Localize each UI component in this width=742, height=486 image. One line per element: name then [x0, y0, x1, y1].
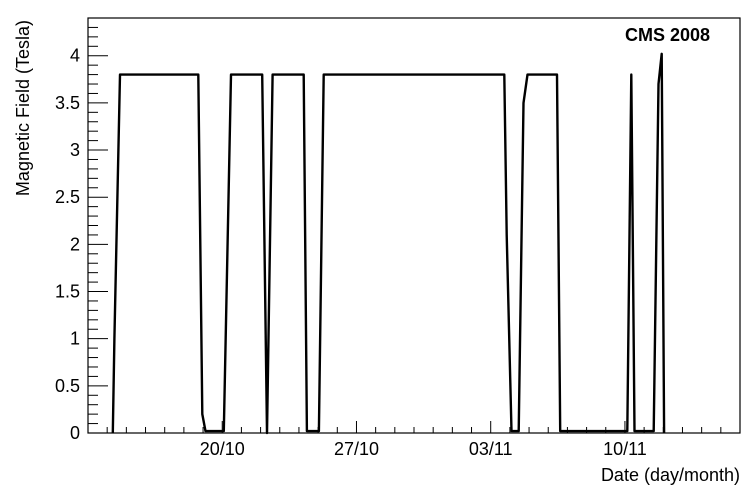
y-tick-label: 3 [70, 140, 80, 160]
plot-area [87, 17, 741, 434]
y-axis: 0 0.5 1 1.5 2 2.5 3 3.5 4 [55, 17, 108, 443]
y-tick-label: 2 [70, 234, 80, 254]
y-tick-label: 0 [70, 423, 80, 443]
x-tick-label: 27/10 [334, 439, 379, 459]
x-tick-label: 10/11 [603, 439, 647, 459]
y-tick-label: 2.5 [55, 187, 80, 207]
x-tick-label: 20/10 [200, 439, 245, 459]
y-tick-label: 4 [70, 46, 80, 66]
y-tick-label: 0.5 [55, 376, 80, 396]
y-tick-label: 3.5 [55, 93, 80, 113]
cms-annotation: CMS 2008 [625, 25, 710, 45]
y-tick-label: 1 [70, 329, 80, 349]
x-axis: 20/10 27/10 03/11 10/11 [87, 421, 741, 459]
x-tick-label: 03/11 [469, 439, 513, 459]
series-line-magnetic-field [111, 52, 666, 435]
y-axis-title: Magnetic Field (Tesla) [13, 20, 33, 196]
y-tick-label: 1.5 [55, 282, 80, 302]
x-axis-title: Date (day/month) [601, 465, 740, 485]
